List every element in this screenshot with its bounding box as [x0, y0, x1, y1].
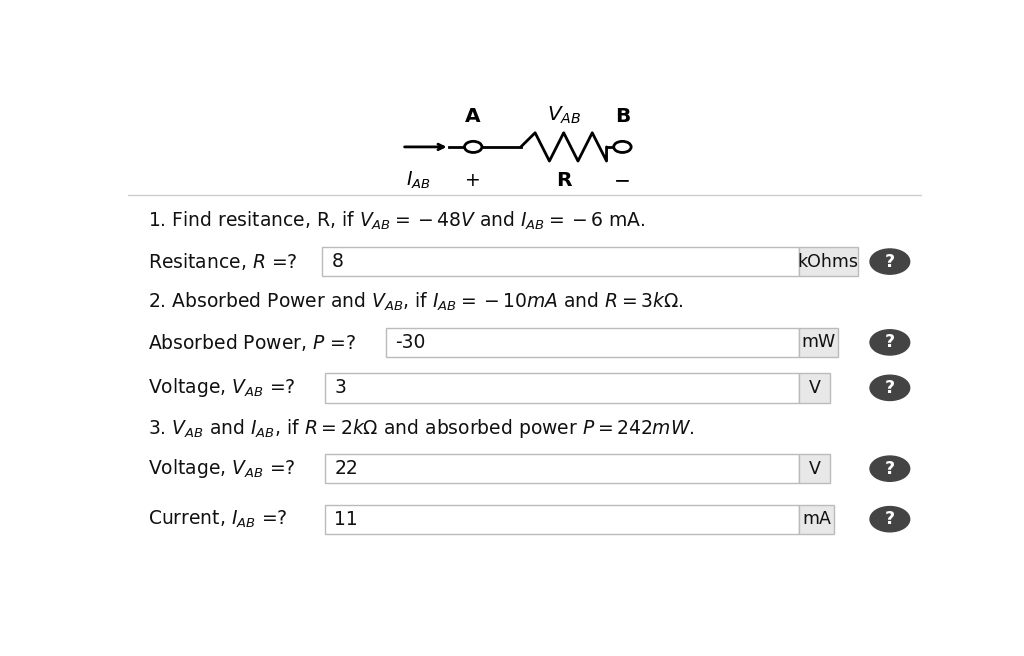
Text: 8: 8 [332, 252, 344, 271]
FancyBboxPatch shape [325, 373, 799, 403]
Circle shape [870, 456, 909, 482]
FancyBboxPatch shape [799, 328, 839, 357]
Circle shape [870, 375, 909, 400]
Text: Current, $I_{AB}$ =?: Current, $I_{AB}$ =? [147, 508, 288, 530]
Text: 22: 22 [334, 459, 358, 478]
Text: B: B [614, 107, 630, 126]
FancyBboxPatch shape [799, 247, 858, 276]
Text: mA: mA [802, 510, 830, 528]
Text: 11: 11 [334, 510, 358, 529]
Text: ?: ? [885, 460, 895, 478]
Text: Voltage, $V_{AB}$ =?: Voltage, $V_{AB}$ =? [147, 377, 295, 400]
Text: 1. Find resitance, R, if $V_{AB} = -48V$ and $I_{AB} = -6$ mA.: 1. Find resitance, R, if $V_{AB} = -48V$… [147, 210, 645, 232]
Text: -30: -30 [395, 333, 426, 352]
Text: Absorbed Power, $P$ =?: Absorbed Power, $P$ =? [147, 332, 355, 353]
FancyBboxPatch shape [325, 454, 799, 483]
FancyBboxPatch shape [386, 328, 799, 357]
Text: V: V [809, 460, 820, 478]
Text: $V_{AB}$: $V_{AB}$ [547, 104, 581, 126]
FancyBboxPatch shape [799, 454, 830, 483]
FancyBboxPatch shape [323, 247, 799, 276]
Circle shape [870, 249, 909, 274]
Text: 3: 3 [334, 379, 346, 398]
Text: +: + [465, 171, 481, 190]
Circle shape [465, 141, 482, 152]
FancyBboxPatch shape [799, 504, 835, 534]
FancyBboxPatch shape [799, 373, 830, 403]
Circle shape [870, 330, 909, 355]
Text: ?: ? [885, 333, 895, 352]
Text: R: R [556, 171, 571, 190]
Circle shape [613, 141, 631, 152]
Text: 3. $V_{AB}$ and $I_{AB}$, if $R = 2k\Omega$ and absorbed power $P = 242mW$.: 3. $V_{AB}$ and $I_{AB}$, if $R = 2k\Ome… [147, 417, 694, 440]
Text: $I_{AB}$: $I_{AB}$ [406, 170, 430, 191]
Text: Resitance, $R$ =?: Resitance, $R$ =? [147, 251, 297, 272]
Text: Voltage, $V_{AB}$ =?: Voltage, $V_{AB}$ =? [147, 457, 295, 480]
Text: 2. Absorbed Power and $V_{AB}$, if $I_{AB} = -10mA$ and $R = 3k\Omega$.: 2. Absorbed Power and $V_{AB}$, if $I_{A… [147, 291, 684, 313]
Text: ?: ? [885, 379, 895, 397]
Text: ?: ? [885, 510, 895, 528]
Text: mW: mW [802, 333, 836, 352]
Text: −: − [614, 171, 631, 190]
Text: ?: ? [885, 253, 895, 270]
FancyBboxPatch shape [325, 504, 799, 534]
Text: kOhms: kOhms [798, 253, 859, 270]
Circle shape [870, 506, 909, 532]
Text: V: V [809, 379, 820, 397]
Text: A: A [465, 107, 481, 126]
